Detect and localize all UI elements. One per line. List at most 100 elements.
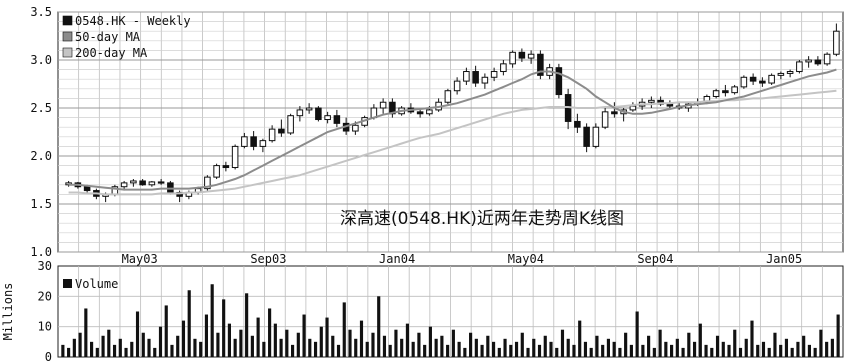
candlestick	[287, 113, 294, 135]
candle-body	[814, 59, 822, 65]
candlestick	[305, 103, 313, 114]
candlestick	[722, 84, 729, 97]
candlestick	[481, 73, 489, 89]
candlestick	[259, 138, 267, 153]
volume-y-tick-label: 0	[45, 350, 52, 364]
candlestick	[231, 144, 239, 170]
candlestick	[241, 132, 248, 149]
legend-entry: 50-day MA	[75, 30, 141, 44]
candlestick	[296, 106, 304, 122]
candlestick	[814, 56, 822, 66]
y-tick-label: 2.5	[30, 101, 52, 115]
candle-body	[379, 101, 387, 109]
x-tick-label: Jan04	[379, 252, 415, 266]
candle-body	[333, 115, 341, 124]
candle-body	[805, 59, 812, 63]
candlestick	[749, 73, 757, 85]
candle-body	[601, 111, 609, 128]
candle-body	[83, 186, 91, 192]
price-panel: 1.0 1.5 2.0 2.5 3.0 3.5 May03 Sep03 Jan04 May04 Se…	[30, 5, 844, 266]
volume-panel: 0 10 20 30 Millions	[1, 259, 844, 364]
candle-body	[537, 53, 544, 76]
candlestick	[500, 60, 507, 76]
candlestick	[139, 179, 146, 186]
candle-body	[213, 165, 220, 178]
candle-body	[315, 107, 322, 121]
chart-annotation: 深高速(0548.HK)近两年走势周K线图	[340, 209, 624, 229]
x-tick-label: Sep03	[250, 252, 286, 266]
candle-body	[796, 61, 803, 73]
candlestick	[518, 48, 526, 62]
candle-body	[500, 63, 507, 73]
volume-legend-swatch	[63, 279, 72, 288]
volume-legend: Volume	[63, 277, 118, 291]
candlestick	[315, 106, 322, 122]
ma50-line	[68, 68, 837, 191]
candlestick	[648, 96, 655, 108]
candlestick	[574, 113, 581, 133]
y-tick-label: 1.0	[30, 245, 52, 259]
candle-body	[139, 180, 146, 186]
candlestick	[583, 123, 590, 153]
x-tick-label: May03	[122, 252, 158, 266]
legend-swatch	[62, 15, 73, 26]
candle-body	[305, 107, 313, 111]
volume-y-tick-label: 30	[38, 259, 52, 273]
candle-body	[259, 140, 267, 147]
candle-body	[463, 71, 470, 82]
candlestick	[204, 175, 211, 191]
candle-body	[731, 86, 738, 94]
candle-body	[749, 76, 757, 82]
candle-body	[453, 80, 461, 92]
candlestick	[786, 69, 794, 78]
candle-body	[759, 80, 766, 84]
candlestick	[157, 179, 165, 185]
legend-entry: 0548.HK - Weekly	[75, 14, 191, 28]
candle-body	[120, 182, 128, 188]
y-tick-label: 2.0	[30, 149, 52, 163]
candle-body	[268, 128, 276, 142]
volume-y-tick-label: 20	[38, 289, 52, 303]
candle-body	[629, 105, 637, 111]
candle-body	[148, 181, 156, 186]
candle-body	[490, 71, 498, 78]
candlestick	[490, 67, 498, 82]
candlestick	[444, 88, 452, 105]
candle-body	[583, 126, 590, 147]
candle-body	[712, 90, 720, 97]
x-tick-label: Jan05	[766, 252, 802, 266]
candlestick	[213, 163, 220, 180]
x-tick-label: May04	[508, 252, 544, 266]
candle-body	[592, 126, 600, 147]
legend-entry: 200-day MA	[75, 46, 148, 60]
candle-body	[324, 115, 331, 121]
candle-body	[444, 90, 452, 103]
candle-body	[472, 71, 479, 84]
candlestick	[222, 161, 230, 172]
candle-body	[296, 109, 304, 117]
volume-y-axis-label: Millions	[1, 283, 15, 341]
candlestick	[148, 180, 156, 187]
candle-body	[157, 181, 165, 184]
candle-body	[666, 103, 674, 107]
candlestick	[268, 125, 276, 143]
candlestick	[777, 71, 785, 80]
price-legend: 0548.HK - Weekly 50-day MA 200-day MA	[62, 14, 191, 60]
candle-body	[648, 99, 655, 103]
candle-body	[231, 145, 239, 169]
candlestick	[278, 119, 285, 137]
candlestick	[759, 77, 766, 87]
candle-body	[786, 71, 794, 74]
candle-body	[481, 76, 489, 84]
y-tick-label: 1.5	[30, 197, 52, 211]
candle-body	[518, 51, 526, 59]
candlestick	[712, 88, 720, 99]
candlestick	[324, 111, 331, 124]
candlestick	[768, 73, 775, 85]
candlestick	[509, 50, 516, 68]
candlestick	[130, 179, 137, 187]
y-tick-label: 3.0	[30, 53, 52, 67]
legend-swatch	[62, 47, 73, 58]
candlestick	[527, 50, 535, 64]
